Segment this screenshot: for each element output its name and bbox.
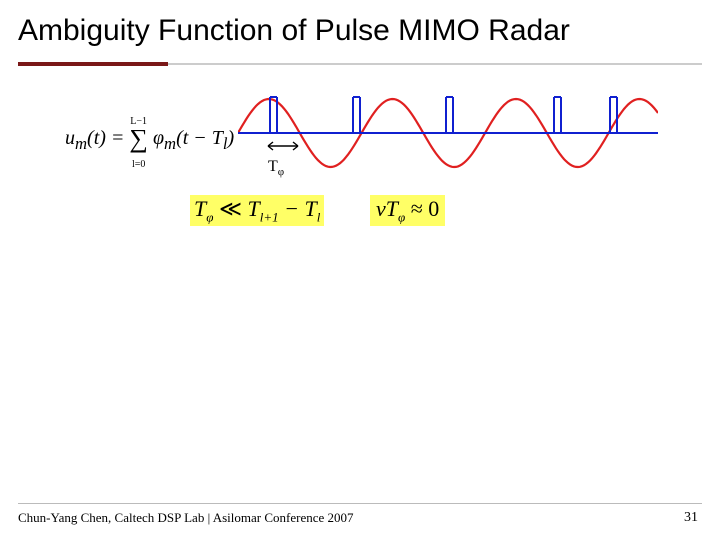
footer-text: Chun-Yang Chen, Caltech DSP Lab | Asilom… — [18, 510, 354, 526]
tphi-arrow — [262, 140, 304, 152]
tphi-label: Tφ — [268, 158, 284, 178]
condition-nuTphi: νTφ ≈ 0 — [370, 195, 445, 226]
eq-sum: L−1∑l=0 — [129, 108, 148, 171]
eq-lhs: um(t) = — [65, 127, 129, 149]
page-number: 31 — [684, 510, 698, 526]
eq-rhs: φm(t − Tl) — [153, 127, 234, 149]
condition-tphi-small: Tφ ≪ Tl+1 − Tl — [190, 195, 324, 226]
equation-um: um(t) = L−1∑l=0 φm(t − Tl) — [65, 108, 234, 171]
title-rule — [168, 63, 702, 65]
slide-title: Ambiguity Function of Pulse MIMO Radar — [18, 14, 570, 48]
pulse-sine-diagram — [238, 88, 658, 178]
title-rule-accent — [18, 62, 168, 66]
footer-rule — [18, 503, 702, 504]
